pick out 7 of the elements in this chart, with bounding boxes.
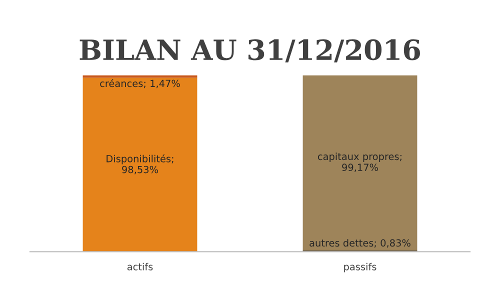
data-label: autres dettes; 0,83%: [310, 239, 410, 248]
data-label: créances; 1,47%: [100, 79, 180, 88]
data-label: capitaux propres; 99,17%: [318, 152, 402, 172]
x-tick-label: actifs: [127, 262, 153, 270]
data-label: Disponibilités; 98,53%: [106, 154, 174, 174]
chart-title: BILAN AU 31/12/2016: [80, 39, 420, 62]
x-tick-label: passifs: [344, 262, 376, 272]
